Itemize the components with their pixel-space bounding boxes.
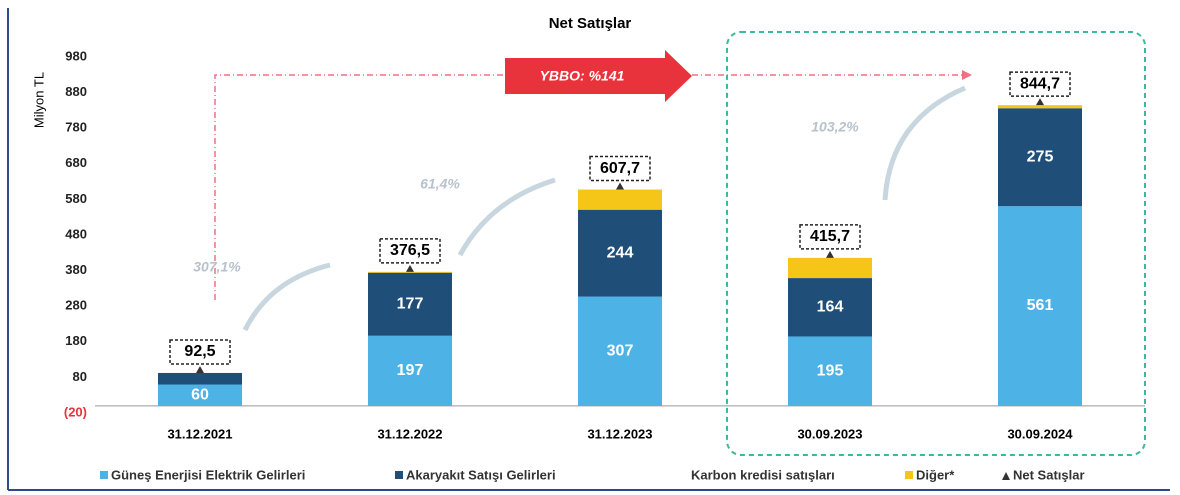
annotation: 103,2% [811,119,859,135]
y-tick-label: 880 [65,84,87,99]
x-tick-label: 31.12.2021 [167,426,232,441]
total-marker [616,182,624,190]
bar-segment [158,372,242,385]
y-tick-label: 480 [65,226,87,241]
arrow-head [962,70,972,80]
legend-label: Net Satışlar [1013,467,1085,482]
x-tick-label: 31.12.2023 [587,426,652,441]
total-label: 844,7 [1020,75,1060,92]
segment-label: 60 [191,386,209,403]
total-label: 607,7 [600,160,640,177]
segment-label: 177 [397,295,424,312]
total-marker [1036,98,1044,106]
bar-segment [578,189,662,210]
y-tick-label: 580 [65,191,87,206]
growth-line [214,74,962,300]
y-tick-label: 80 [73,369,87,384]
y-tick-label: 780 [65,120,87,135]
y-tick-label: 680 [65,155,87,170]
growth-arrow [457,177,556,257]
segment-label: 164 [817,298,844,315]
legend-label: Karbon kredisi satışları [691,467,835,482]
bar-segment [788,278,872,337]
growth-arrow [882,85,966,201]
legend-swatch [905,471,913,479]
legend-swatch [395,471,403,479]
x-tick-label: 31.12.2022 [377,426,442,441]
total-box [169,339,231,365]
y-tick-label: (20) [64,404,87,419]
bar-segment [578,296,662,406]
bar-segment [368,271,452,273]
segment-label: 195 [817,362,844,379]
total-marker [826,250,834,258]
segment-label: 275 [1027,148,1054,165]
legend-label: Diğer* [916,467,955,482]
total-box [1009,71,1071,97]
bar-segment [578,209,662,297]
y-tick-label: 980 [65,48,87,63]
bar-segment [158,384,242,406]
x-tick-label: 30.09.2023 [797,426,862,441]
bar-segment [368,335,452,406]
total-box [589,155,651,182]
legend-label: Güneş Enerjisi Elektrik Gelirleri [111,467,305,482]
growth-arrow [242,262,331,332]
bar-segment [998,105,1082,109]
annotation: YBBO: %141 [540,68,625,84]
legend-swatch [680,471,688,479]
annotation: 307,1% [193,259,241,275]
bar-segment [788,257,872,279]
y-tick-label: 280 [65,298,87,313]
segment-label: 307 [607,342,634,359]
segment-label: 244 [607,244,634,261]
total-marker [406,264,414,272]
y-tick-label: 180 [65,333,87,348]
bar-segment [788,336,872,406]
total-marker [196,365,204,373]
y-axis-label: Milyon TL [31,72,46,128]
total-label: 376,5 [390,242,430,259]
segment-label: 197 [397,362,424,379]
x-tick-label: 30.09.2024 [1007,426,1073,441]
ybbo-arrow [505,50,692,102]
bar-segment [998,108,1082,207]
legend-label: Akaryakıt Satışı Gelirleri [406,467,556,482]
bar-segment [368,272,452,336]
total-label: 415,7 [810,228,850,245]
chart-title: Net Satışlar [549,15,632,32]
legend-swatch [100,471,108,479]
total-label: 92,5 [184,343,215,360]
annotation: 61,4% [420,176,460,192]
total-box [799,224,861,250]
bar-segment [998,206,1082,406]
y-tick-label: 380 [65,262,87,277]
segment-label: 561 [1027,297,1054,314]
total-box [379,238,441,264]
legend-marker [1002,472,1010,480]
